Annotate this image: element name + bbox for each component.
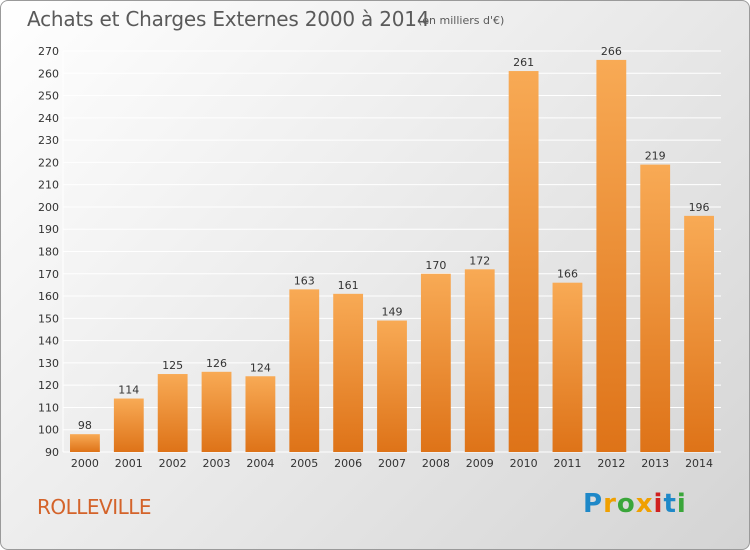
y-tick-label: 220 [38, 156, 59, 169]
bar [420, 273, 451, 452]
bar [245, 376, 276, 452]
data-label: 196 [689, 201, 710, 214]
data-label: 114 [118, 384, 139, 397]
logo-letter: i [676, 489, 687, 519]
y-tick-label: 260 [38, 67, 59, 80]
x-tick-label: 2001 [115, 457, 143, 470]
y-tick-label: 180 [38, 246, 59, 259]
x-tick-label: 2011 [553, 457, 581, 470]
bar [70, 434, 100, 452]
y-tick-label: 140 [38, 335, 59, 348]
bar [157, 374, 188, 452]
data-label: 98 [78, 419, 92, 432]
data-label: 125 [162, 359, 183, 372]
y-tick-label: 270 [38, 45, 59, 58]
bar [552, 282, 583, 452]
data-label: 124 [250, 361, 271, 374]
bars: 98 114 125 126 124 163 161 149 170 172 261 166 266 21… [70, 45, 714, 453]
logo-letter: r [603, 489, 617, 519]
y-tick-label: 120 [38, 379, 59, 392]
data-label: 219 [645, 150, 666, 163]
chart-title: Achats et Charges Externes 2000 à 2014 [27, 7, 430, 31]
logo-letter: x [635, 489, 654, 519]
bar [289, 289, 320, 452]
logo-letter: o [616, 489, 636, 519]
x-tick-label: 2007 [378, 457, 406, 470]
y-tick-label: 190 [38, 223, 59, 236]
data-label: 172 [469, 254, 490, 267]
commune-name: ROLLEVILLE [37, 495, 152, 519]
bar [464, 269, 495, 452]
logo-letter: i [653, 489, 664, 519]
x-axis: 2000 2001 2002 2003 2004 2005 2006 2007 2008 2009… [71, 457, 713, 470]
x-tick-label: 2012 [597, 457, 625, 470]
x-tick-label: 2008 [422, 457, 450, 470]
chart-unit: (en milliers d'€) [418, 14, 505, 27]
x-tick-label: 2014 [685, 457, 713, 470]
proxiti-logo: Proxiti [583, 489, 687, 519]
bar [377, 320, 407, 452]
y-tick-label: 150 [38, 312, 59, 325]
x-tick-label: 2006 [334, 457, 362, 470]
y-tick-label: 200 [38, 201, 59, 214]
y-tick-label: 100 [38, 424, 59, 437]
y-tick-label: 230 [38, 134, 59, 147]
data-label: 126 [206, 357, 227, 370]
bar [640, 164, 671, 452]
x-tick-label: 2013 [641, 457, 669, 470]
bar [201, 371, 232, 452]
data-label: 161 [338, 279, 359, 292]
y-tick-label: 240 [38, 112, 59, 125]
x-tick-label: 2010 [510, 457, 538, 470]
data-label: 149 [382, 306, 403, 319]
y-tick-label: 130 [38, 357, 59, 370]
x-tick-label: 2000 [71, 457, 99, 470]
x-tick-label: 2002 [159, 457, 187, 470]
y-tick-label: 250 [38, 90, 59, 103]
x-tick-label: 2009 [466, 457, 494, 470]
y-tick-label: 210 [38, 179, 59, 192]
x-tick-label: 2004 [246, 457, 274, 470]
x-tick-label: 2003 [203, 457, 231, 470]
y-tick-label: 90 [45, 446, 59, 459]
data-label: 166 [557, 268, 578, 281]
data-label: 163 [294, 274, 315, 287]
y-axis: 90 100 110 120 130 140 150 160 170 180 190 200 210 22… [38, 45, 59, 459]
logo-letter: t [663, 489, 677, 519]
data-label: 261 [513, 56, 534, 69]
y-tick-label: 170 [38, 268, 59, 281]
data-label: 170 [425, 259, 446, 272]
bar [684, 215, 714, 452]
x-tick-label: 2005 [290, 457, 318, 470]
data-label: 266 [601, 45, 622, 58]
bar [113, 398, 144, 452]
bar [596, 59, 627, 453]
bar [333, 293, 364, 452]
logo-letter: P [583, 489, 604, 519]
y-tick-label: 110 [38, 401, 59, 414]
y-tick-label: 160 [38, 290, 59, 303]
bar [508, 71, 539, 453]
